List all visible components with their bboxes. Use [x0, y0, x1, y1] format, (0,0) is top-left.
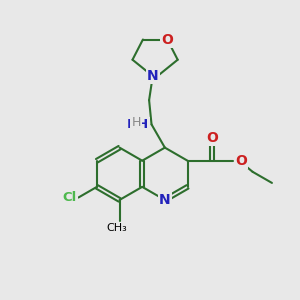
Text: N: N [147, 69, 158, 83]
Text: H: H [131, 116, 141, 129]
Text: O: O [161, 32, 173, 46]
Text: O: O [206, 131, 218, 145]
Text: O: O [235, 154, 247, 168]
Text: NH: NH [127, 118, 149, 131]
Text: CH₃: CH₃ [106, 223, 127, 233]
Text: N: N [159, 193, 171, 207]
Text: Cl: Cl [63, 191, 77, 204]
